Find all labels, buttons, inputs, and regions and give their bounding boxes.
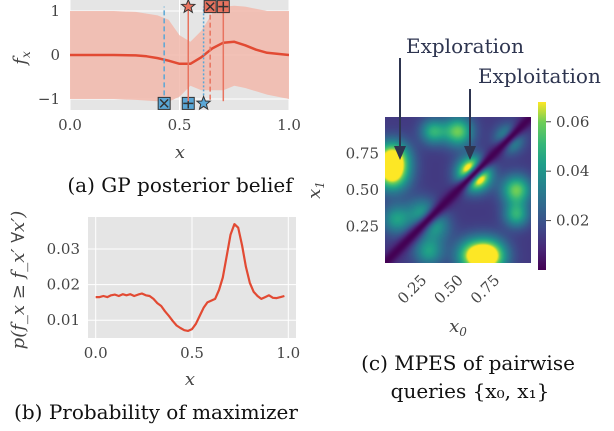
panel-a-ylabel: fx [10, 51, 33, 67]
panel-b-xlabel: x [185, 369, 195, 390]
panel-c-xtick: 0.25 [394, 271, 430, 307]
posterior-mean-line [70, 40, 289, 66]
panel-b-xtick: 1.0 [276, 344, 300, 362]
colorbar-tick: 0.04 [556, 162, 589, 180]
maximizer-probability-line [95, 223, 285, 332]
query-marker-plus-square [216, 0, 230, 14]
panel-a-ytick: 0 [50, 46, 60, 64]
panel-c-caption-line1: (c) MPES of pairwise [361, 351, 575, 375]
panel-b: 0.0 0.5 1.0 0.03 0.02 0.01 x p(f_x ≥ f_x′ ∀x… [8, 211, 300, 424]
panel-a-xtick: 0.5 [168, 116, 192, 134]
annotation-exploitation: Exploitation [478, 64, 601, 88]
panel-c-xtick: 0.50 [430, 271, 466, 307]
colorbar-tick: 0.06 [556, 113, 589, 131]
query-marker-x-square [157, 96, 171, 110]
colorbar [538, 102, 546, 270]
posterior-uncertainty-band [70, 5, 289, 102]
panel-a: 0.0 0.5 1.0 1 0 −1 x fx (a) GP posterior bel… [10, 0, 301, 197]
panel-b-ytick: 0.01 [47, 311, 80, 329]
panel-a-xtick: 1.0 [277, 116, 301, 134]
exploitation-arrow [464, 89, 476, 160]
panel-c-ytick: 0.75 [346, 145, 379, 163]
panel-b-xtick: 0.0 [84, 344, 108, 362]
panel-a-xlabel: x [175, 142, 185, 163]
colorbar-tick: 0.02 [556, 212, 589, 230]
panel-c-ylabel: x1 [304, 181, 327, 199]
exploration-arrow [394, 58, 406, 160]
panel-b-ytick: 0.03 [47, 240, 80, 258]
panel-a-ytick: −1 [38, 90, 60, 108]
panel-b-ylabel: p(f_x ≥ f_x′ ∀x′) [8, 211, 29, 350]
panel-a-caption: (a) GP posterior belief [67, 173, 294, 197]
query-marker-star [180, 0, 197, 14]
query-marker-x-square [203, 0, 217, 14]
panel-b-xtick: 0.5 [180, 344, 204, 362]
panel-b-caption: (b) Probability of maximizer [14, 400, 298, 424]
panel-a-ytick: 1 [50, 2, 60, 20]
annotation-exploration: Exploration [406, 34, 524, 58]
panel-c-xlabel: x0 [449, 316, 467, 339]
panel-c-ytick: 0.25 [346, 218, 379, 236]
panel-c-xtick: 0.75 [467, 271, 503, 307]
panel-c-ytick: 0.50 [346, 181, 379, 199]
query-marker-star [195, 95, 212, 111]
panel-c-caption-line2: queries {x₀, x₁} [391, 379, 550, 403]
panel-a-xtick: 0.0 [58, 116, 82, 134]
panel-c: 0.25 0.50 0.75 0.750.500.25 0.060.040.02 x… [304, 34, 601, 403]
panel-b-ytick: 0.02 [47, 276, 80, 294]
heatmap-canvas [385, 117, 531, 263]
